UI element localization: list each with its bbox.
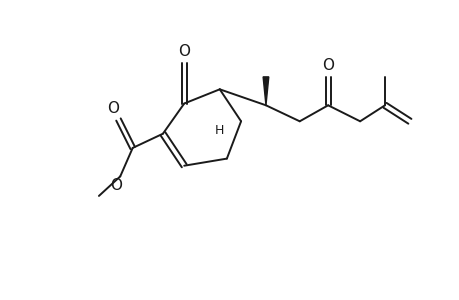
Text: O: O	[110, 178, 122, 193]
Text: H: H	[215, 124, 224, 137]
Text: O: O	[178, 44, 190, 59]
Text: O: O	[107, 101, 119, 116]
Text: O: O	[321, 58, 333, 73]
Polygon shape	[263, 77, 268, 105]
